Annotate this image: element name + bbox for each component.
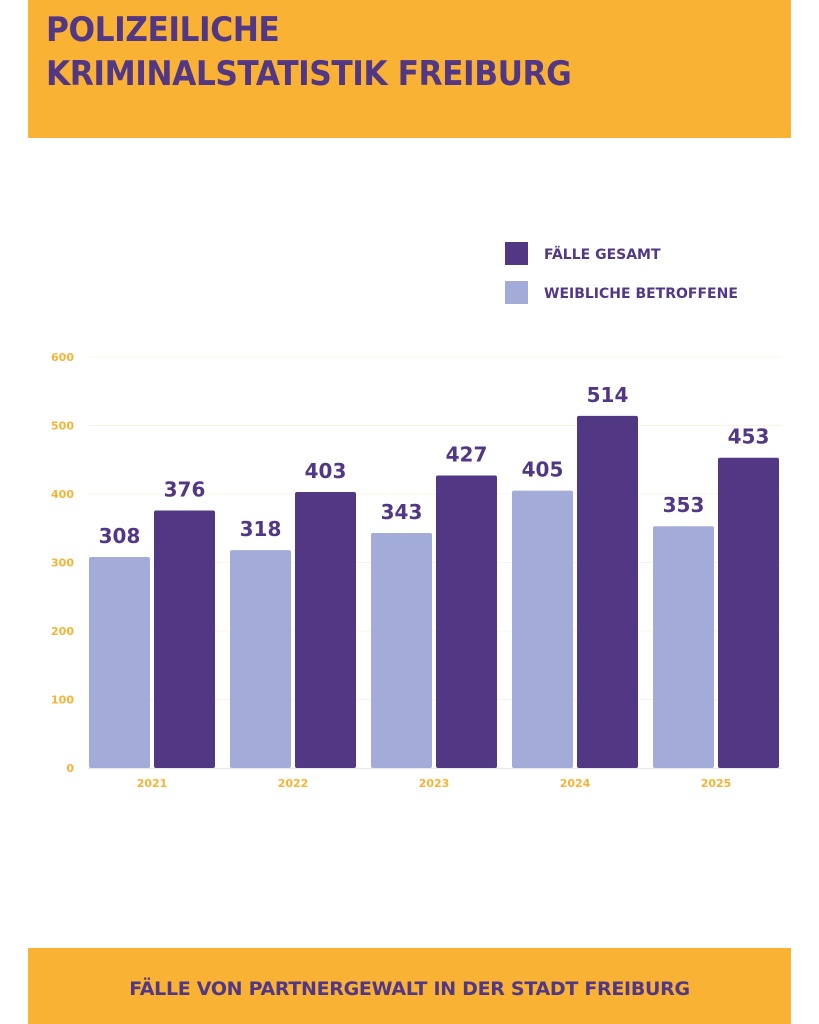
legend-swatch: [505, 281, 528, 304]
title-line-2: KRIMINALSTATISTIK FREIBURG: [46, 54, 572, 94]
y-tick-label: 600: [51, 351, 74, 364]
y-tick-label: 0: [66, 762, 74, 775]
bar-faelle-gesamt: [436, 475, 497, 768]
x-tick-label: 2025: [701, 777, 732, 790]
data-label: 453: [728, 425, 770, 449]
legend-label: FÄLLE GESAMT: [544, 246, 661, 263]
y-tick-label: 100: [51, 694, 74, 707]
x-tick-label: 2023: [419, 777, 450, 790]
bar-faelle-gesamt: [718, 457, 779, 768]
data-label: 353: [663, 493, 705, 517]
bar-faelle-gesamt: [577, 415, 638, 768]
header-banner: POLIZEILICHE KRIMINALSTATISTIK FREIBURG: [28, 0, 791, 138]
data-label: 308: [99, 524, 141, 548]
bar-weibliche-betroffene: [89, 557, 150, 768]
data-label: 343: [381, 500, 423, 524]
footer-banner: FÄLLE VON PARTNERGEWALT IN DER STADT FRE…: [28, 948, 791, 1024]
bar-faelle-gesamt: [295, 491, 356, 768]
bar-weibliche-betroffene: [653, 526, 714, 768]
page-title: POLIZEILICHE KRIMINALSTATISTIK FREIBURG: [46, 8, 572, 96]
chart-subtitle: FÄLLE VON PARTNERGEWALT IN DER STADT FRE…: [129, 978, 690, 1000]
data-label: 403: [305, 459, 347, 483]
x-tick-label: 2021: [137, 777, 168, 790]
data-label: 405: [522, 458, 564, 482]
x-tick-label: 2024: [560, 777, 591, 790]
bar-weibliche-betroffene: [371, 533, 432, 768]
legend-label: WEIBLICHE BETROFFENE: [544, 286, 738, 302]
bar-weibliche-betroffene: [230, 550, 291, 768]
y-tick-label: 300: [51, 557, 74, 570]
data-label: 514: [587, 383, 629, 407]
legend-swatch: [505, 242, 528, 265]
data-label: 318: [240, 517, 282, 541]
data-label: 376: [164, 477, 206, 501]
y-tick-label: 500: [51, 420, 74, 433]
bar-weibliche-betroffene: [512, 490, 573, 768]
title-line-1: POLIZEILICHE: [46, 10, 280, 50]
y-tick-label: 400: [51, 488, 74, 501]
data-label: 427: [446, 443, 488, 467]
x-tick-label: 2022: [278, 777, 309, 790]
bar-faelle-gesamt: [154, 510, 215, 768]
y-tick-label: 200: [51, 625, 74, 638]
